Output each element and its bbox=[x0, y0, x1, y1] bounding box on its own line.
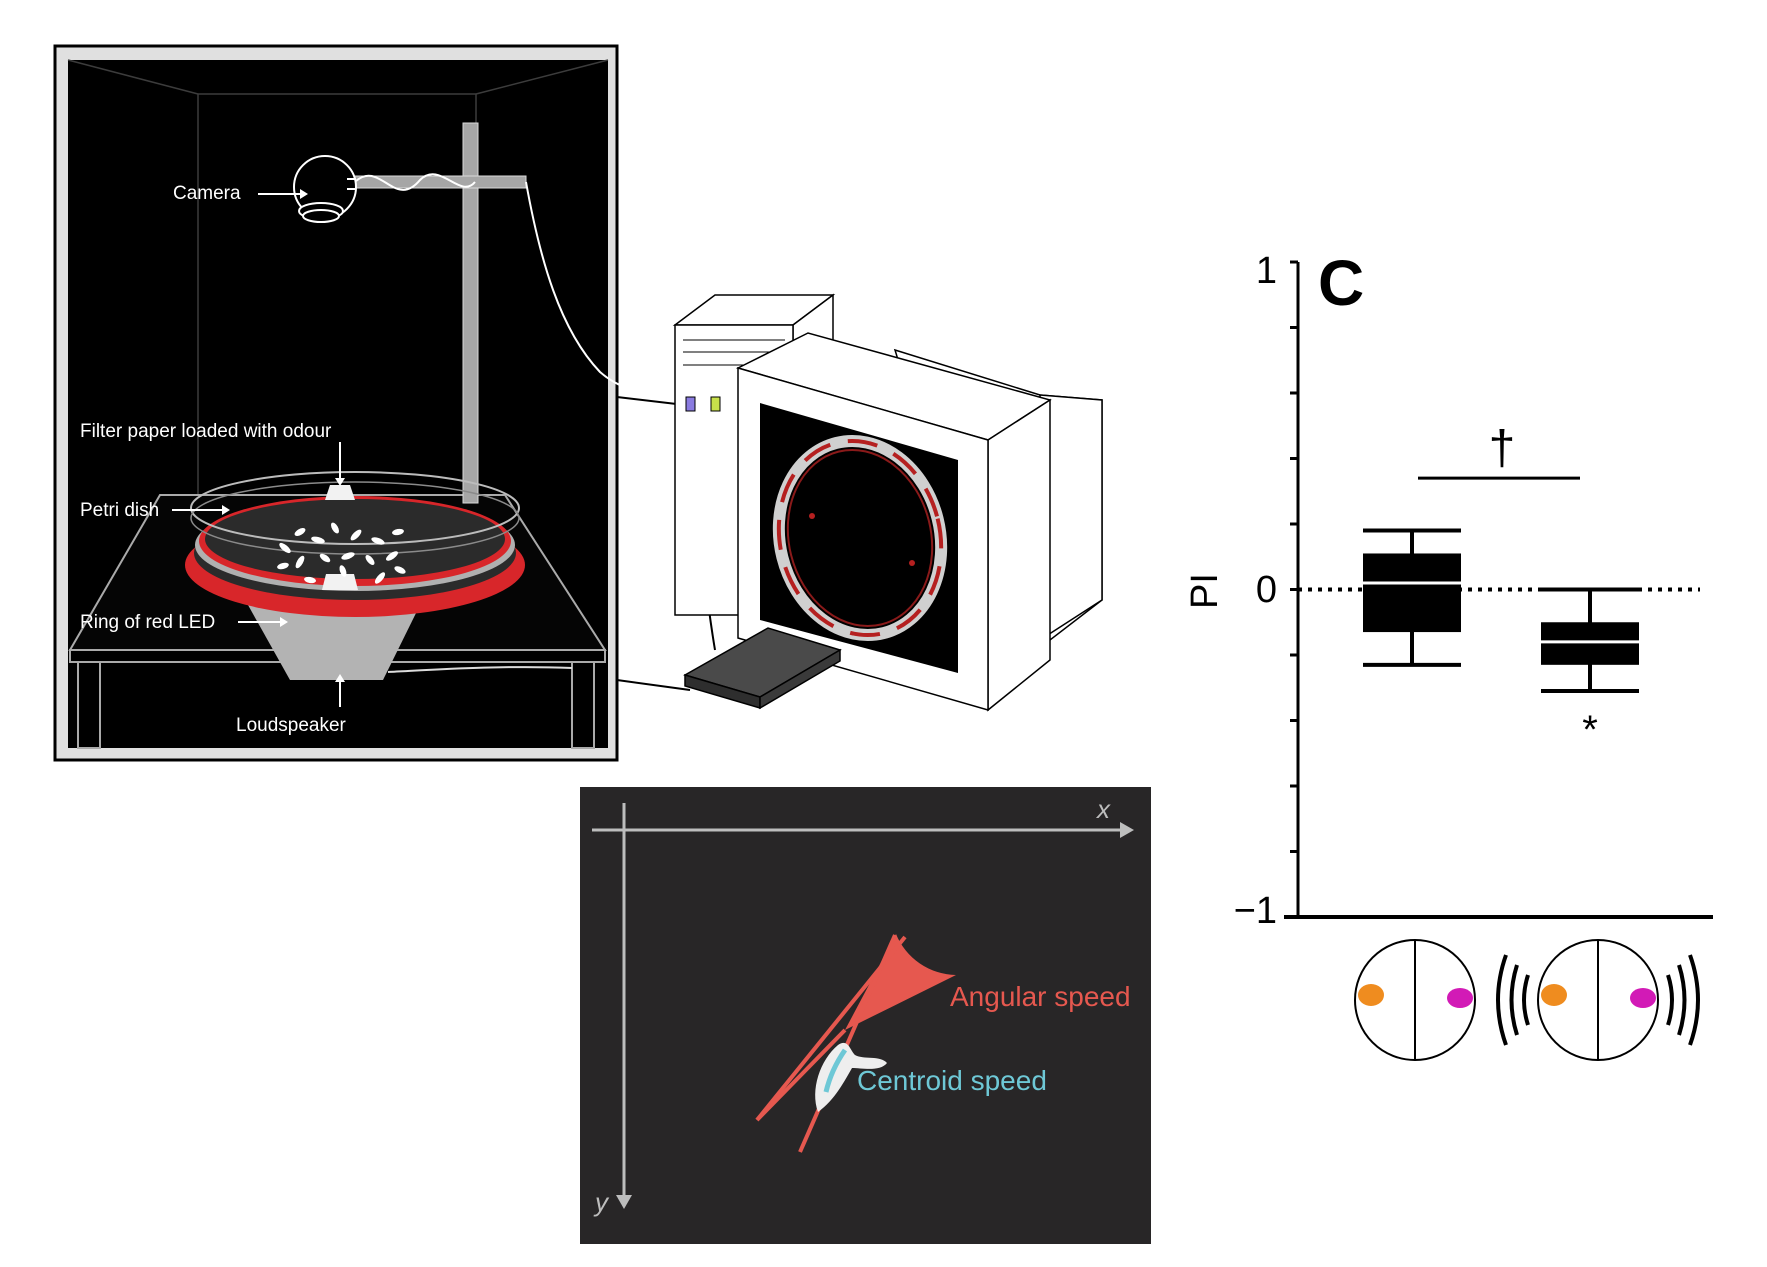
y-tick-label-zero: 0 bbox=[1256, 569, 1277, 611]
amplifier-icon bbox=[683, 627, 842, 710]
centroid-speed-label: Centroid speed bbox=[857, 1065, 1047, 1096]
larvae bbox=[277, 522, 406, 584]
speaker-cable bbox=[387, 666, 573, 673]
y-axis-label: y bbox=[593, 1187, 610, 1217]
loudspeaker-label: Loudspeaker bbox=[236, 715, 347, 736]
larva-shape bbox=[815, 1042, 887, 1112]
x-axis-label: x bbox=[1095, 794, 1111, 824]
magenta-odour-icon bbox=[1447, 988, 1473, 1008]
box-sound-iqr bbox=[1541, 622, 1639, 665]
loudspeaker-cone bbox=[248, 605, 420, 680]
heading-extension bbox=[755, 1028, 847, 1122]
heading-line-2 bbox=[798, 934, 897, 1153]
led-ring-label: Ring of red LED bbox=[80, 612, 215, 633]
camera-label: Camera bbox=[173, 183, 241, 204]
filter-paper-top bbox=[325, 485, 355, 500]
camera-cable-out bbox=[525, 181, 661, 399]
petri-dish-label: Petri dish bbox=[80, 500, 159, 521]
chart-y-ticks bbox=[1290, 260, 1298, 919]
chart-y-axis-label: PI bbox=[1184, 573, 1226, 609]
filter-paper-label: Filter paper loaded with odour bbox=[80, 421, 332, 442]
camera-cable bbox=[355, 173, 476, 191]
box-plot-chart: 1 0 −1 PI C † * bbox=[1184, 247, 1713, 1061]
centroid-track bbox=[823, 1048, 848, 1093]
y-tick-label-top: 1 bbox=[1256, 250, 1277, 292]
y-tick-label-bottom: −1 bbox=[1234, 890, 1277, 932]
box-sound bbox=[1541, 587, 1639, 694]
sound-wave-left-icon bbox=[1496, 954, 1530, 1046]
box-sound-significance-star: * bbox=[1582, 708, 1598, 752]
petri-dish bbox=[185, 471, 525, 617]
orange-odour-icon bbox=[1358, 984, 1384, 1006]
x-axis-arrow-icon bbox=[1120, 822, 1134, 838]
camera-icon bbox=[293, 155, 357, 223]
filter-paper-bottom bbox=[322, 574, 358, 590]
panel-letter: C bbox=[1318, 247, 1364, 319]
angular-speed-label: Angular speed bbox=[950, 981, 1131, 1012]
magenta-odour-icon bbox=[1630, 988, 1656, 1008]
orange-odour-icon bbox=[1541, 984, 1567, 1006]
tracking-panel: x y Angular speed Centroid speed bbox=[580, 787, 1151, 1244]
box-control-iqr bbox=[1363, 553, 1461, 633]
condition-icon-sound bbox=[1496, 939, 1700, 1061]
condition-icon-control bbox=[1354, 939, 1476, 1061]
camera-stand bbox=[462, 122, 479, 504]
computer-icon bbox=[672, 293, 1103, 712]
significance-symbol: † bbox=[1489, 422, 1516, 475]
label-arrows bbox=[172, 189, 345, 707]
box-control bbox=[1363, 528, 1461, 667]
sound-wave-right-icon bbox=[1666, 954, 1700, 1046]
apparatus-panel: Camera Filter paper loaded with odour Pe… bbox=[53, 44, 661, 762]
y-axis-arrow-icon bbox=[616, 1195, 632, 1209]
angular-sector bbox=[845, 934, 956, 1030]
